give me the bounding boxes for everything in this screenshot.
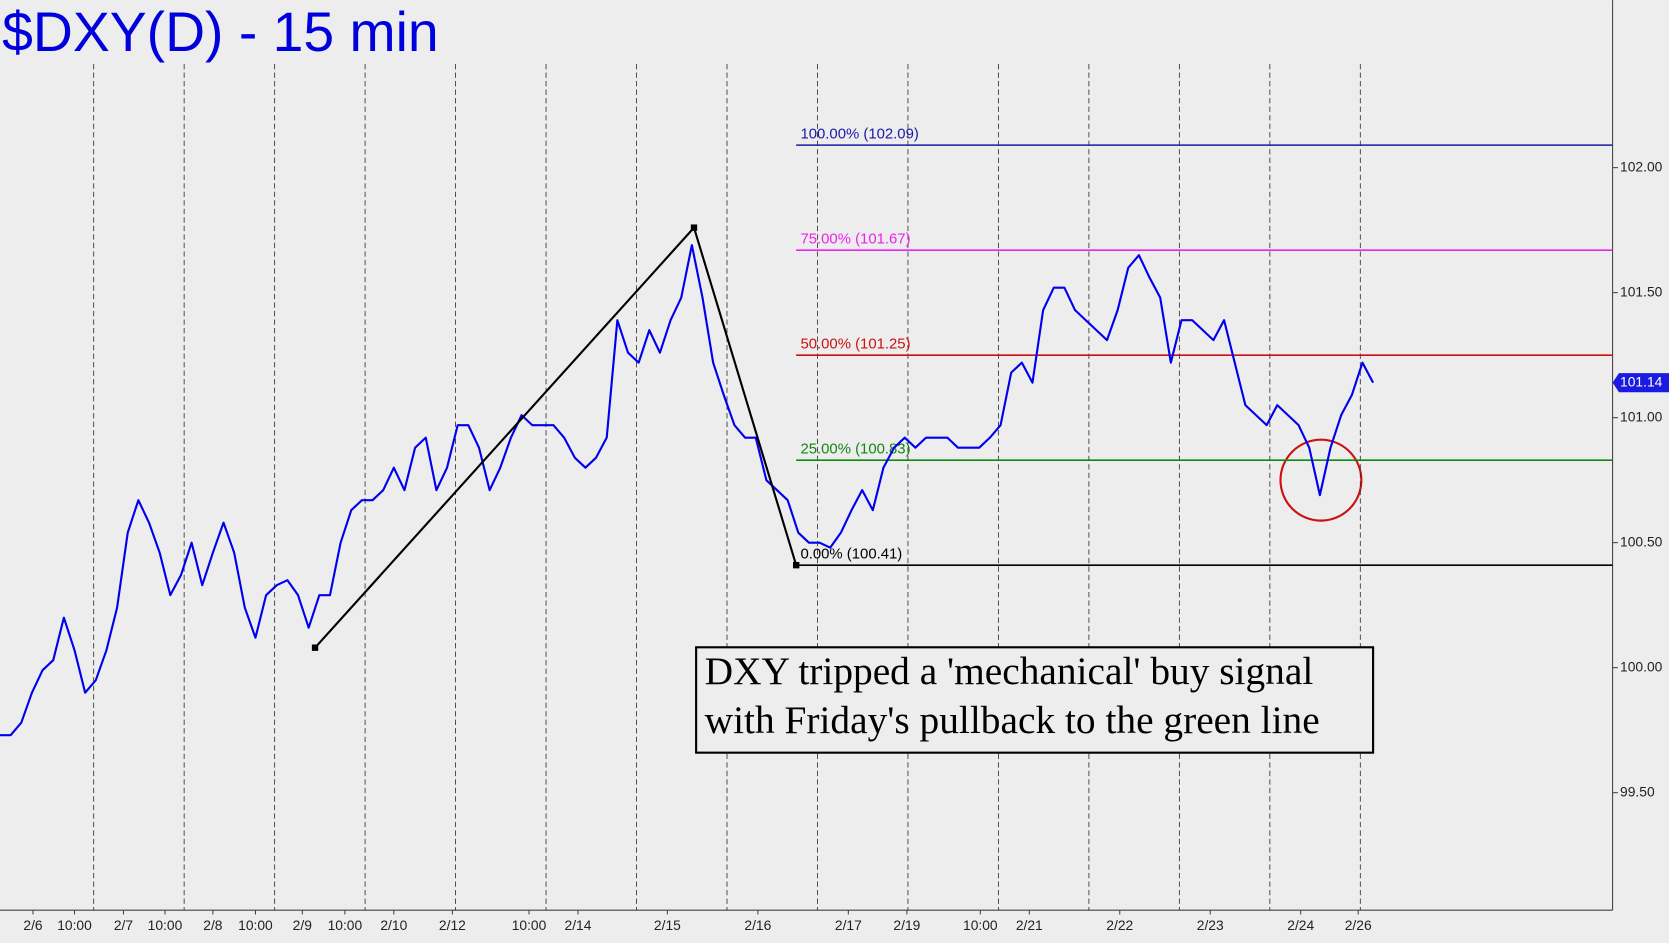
last-price-label: 101.14	[1620, 373, 1663, 389]
annotation-line: DXY tripped a 'mechanical' buy signal	[705, 649, 1314, 693]
y-tick-label: 102.00	[1620, 158, 1663, 174]
pattern-point	[311, 644, 319, 651]
annotation-line: with Friday's pullback to the green line	[705, 698, 1320, 742]
last-price-tag	[1612, 373, 1669, 393]
x-tick-label: 2/16	[744, 917, 771, 933]
x-tick-label: 2/10	[380, 917, 407, 933]
x-tick-label: 2/15	[654, 917, 681, 933]
x-tick-label: 2/19	[893, 917, 920, 933]
y-tick-label: 101.00	[1620, 408, 1663, 424]
y-tick-label: 99.50	[1620, 783, 1655, 799]
fib-label: 25.00% (100.83)	[800, 441, 910, 457]
x-tick-label: 2/8	[203, 917, 223, 933]
fib-label: 0.00% (100.41)	[800, 546, 902, 562]
x-tick-label: 2/7	[114, 917, 133, 933]
x-tick-label: 2/26	[1345, 917, 1372, 933]
x-tick-label: 2/24	[1287, 917, 1314, 933]
x-tick-label: 2/21	[1016, 917, 1043, 933]
y-tick-label: 101.50	[1620, 283, 1663, 299]
annotation-box	[695, 646, 1375, 754]
x-tick-label: 10:00	[148, 917, 183, 933]
y-tick-label: 100.00	[1620, 658, 1663, 674]
x-tick-label: 10:00	[328, 917, 363, 933]
x-tick-label: 2/9	[293, 917, 313, 933]
x-tick-label: 2/23	[1197, 917, 1224, 933]
x-tick-label: 10:00	[512, 917, 547, 933]
x-tick-label: 10:00	[57, 917, 92, 933]
x-tick-label: 2/6	[23, 917, 43, 933]
x-tick-label: 2/14	[565, 917, 592, 933]
fib-label: 50.00% (101.25)	[800, 336, 910, 352]
y-tick-label: 100.50	[1620, 533, 1663, 549]
x-tick-label: 2/12	[439, 917, 466, 933]
fib-label: 75.00% (101.67)	[800, 231, 910, 247]
price-line	[0, 244, 1375, 737]
x-tick-label: 10:00	[963, 917, 998, 933]
x-tick-label: 2/22	[1106, 917, 1133, 933]
fib-label: 100.00% (102.09)	[800, 126, 918, 142]
pattern-point	[792, 561, 800, 569]
x-tick-label: 10:00	[238, 917, 273, 933]
pattern-point	[690, 224, 698, 231]
x-tick-label: 2/17	[835, 917, 862, 933]
chart-title: $DXY(D) - 15 min	[2, 1, 439, 63]
highlight-circle	[1279, 438, 1363, 522]
